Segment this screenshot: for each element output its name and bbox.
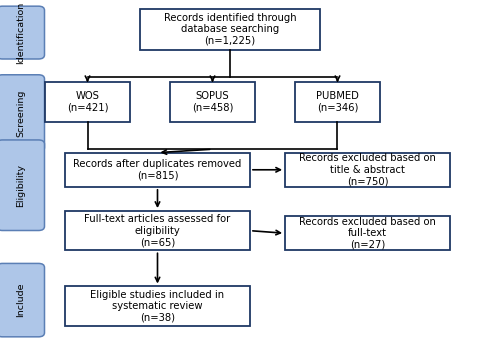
FancyBboxPatch shape	[170, 82, 255, 122]
FancyBboxPatch shape	[45, 82, 130, 122]
Text: Records after duplicates removed
(n=815): Records after duplicates removed (n=815)	[74, 159, 241, 180]
FancyBboxPatch shape	[140, 9, 320, 50]
Text: Eligibility: Eligibility	[16, 164, 25, 207]
Text: PUBMED
(n=346): PUBMED (n=346)	[316, 91, 359, 113]
Text: Eligible studies included in
systematic review
(n=38): Eligible studies included in systematic …	[90, 289, 224, 323]
Text: Identification: Identification	[16, 1, 25, 64]
FancyBboxPatch shape	[0, 6, 44, 59]
Text: Records identified through
database searching
(n=1,225): Records identified through database sear…	[164, 13, 296, 46]
FancyBboxPatch shape	[65, 286, 250, 326]
Text: Screening: Screening	[16, 90, 25, 137]
FancyBboxPatch shape	[0, 263, 44, 337]
FancyBboxPatch shape	[285, 216, 450, 250]
FancyBboxPatch shape	[65, 211, 250, 250]
Text: Records excluded based on
full-text
(n=27): Records excluded based on full-text (n=2…	[299, 217, 436, 250]
Text: WOS
(n=421): WOS (n=421)	[67, 91, 108, 113]
FancyBboxPatch shape	[65, 153, 250, 187]
Text: SOPUS
(n=458): SOPUS (n=458)	[192, 91, 233, 113]
FancyBboxPatch shape	[295, 82, 380, 122]
FancyBboxPatch shape	[285, 153, 450, 187]
FancyBboxPatch shape	[0, 75, 44, 152]
Text: Include: Include	[16, 283, 25, 317]
FancyBboxPatch shape	[0, 140, 44, 230]
Text: Records excluded based on
title & abstract
(n=750): Records excluded based on title & abstra…	[299, 153, 436, 186]
Text: Full-text articles assessed for
eligibility
(n=65): Full-text articles assessed for eligibil…	[84, 214, 231, 247]
